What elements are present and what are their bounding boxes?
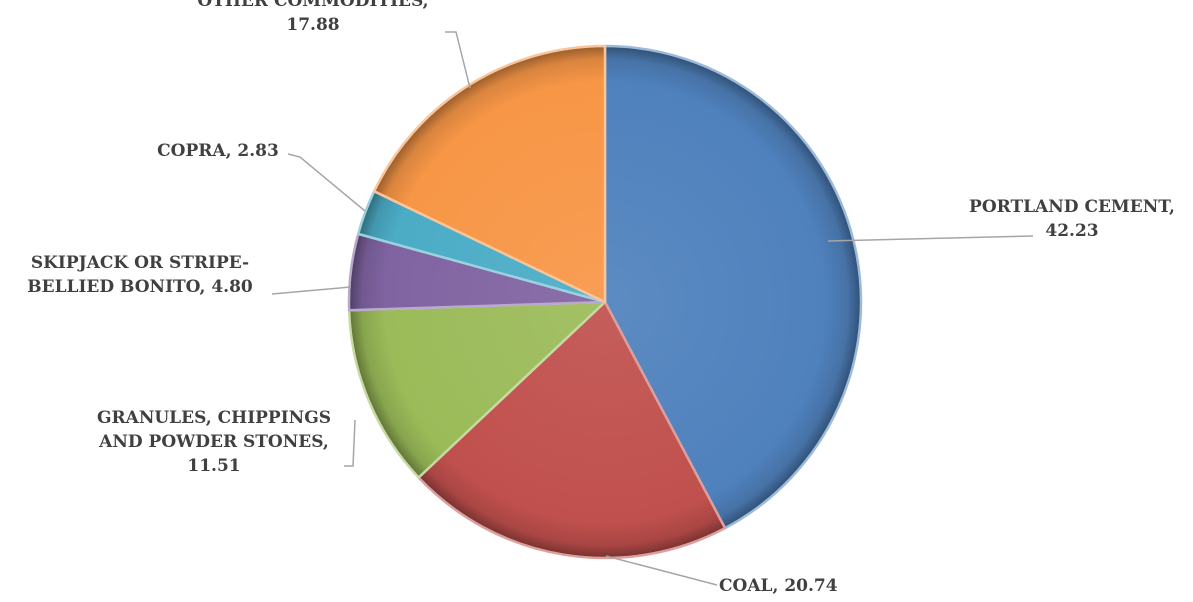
slices-layer xyxy=(347,44,863,560)
data-label-granules-chippings-and-powder-stones: GRANULES, CHIPPINGS AND POWDER STONES, 11.… xyxy=(97,408,331,476)
data-labels-layer: PORTLAND CEMENT, 42.23 COAL, 20.74 GRANULES… xyxy=(27,0,1175,596)
data-label-portland-cement: PORTLAND CEMENT, 42.23 xyxy=(969,197,1175,241)
leader-lines-layer xyxy=(271,31,1034,586)
pie-slice-coal xyxy=(417,300,727,560)
leader-line-copra xyxy=(287,153,366,212)
data-label-skipjack-or-stripe-bellied-bonito: SKIPJACK OR STRIPE-BELLIED BONITO, 4.80 xyxy=(27,253,253,297)
data-label-other-commodities: OTHER COMMODITIES, 17.88 xyxy=(197,0,428,35)
leader-line-coal xyxy=(605,555,718,586)
leader-line-portland-cement xyxy=(827,235,1034,242)
data-label-copra: COPRA, 2.83 xyxy=(157,141,279,161)
leader-line-skipjack-or-stripe-bellied-bonito xyxy=(271,286,352,295)
leader-line-granules-chippings-and-powder-stones xyxy=(344,419,356,467)
leader-line-other-commodities xyxy=(445,31,471,89)
data-label-coal: COAL, 20.74 xyxy=(719,576,838,596)
pie-slice-granules-chippings-and-powder-stones xyxy=(347,300,607,479)
